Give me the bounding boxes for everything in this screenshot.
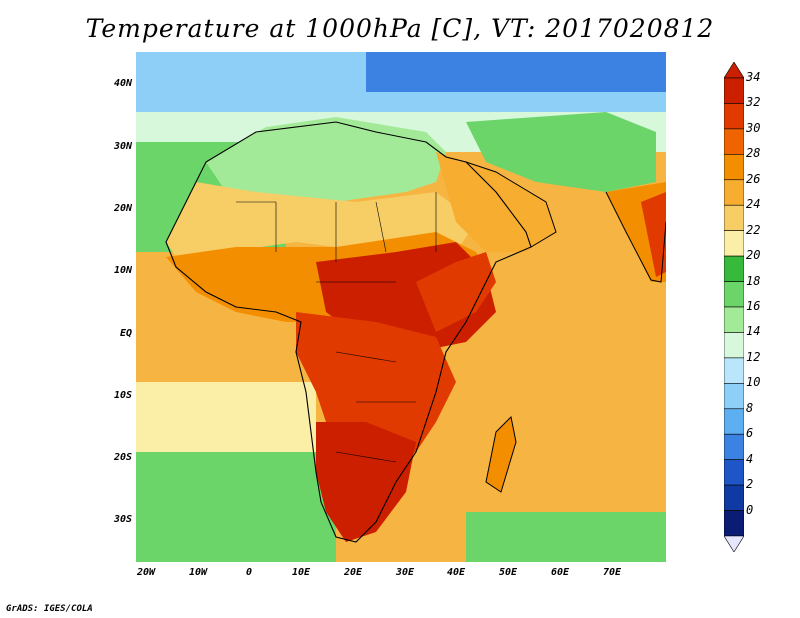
colorbar-segment [723, 281, 745, 308]
colorbar-segment [723, 383, 745, 410]
colorbar-label: 24 [746, 197, 761, 212]
colorbar-segment [723, 433, 745, 460]
colorbar-segment [723, 484, 745, 511]
colorbar-segment [723, 408, 745, 435]
colorbar-segment [723, 510, 745, 537]
middle-east-green [466, 112, 656, 192]
colorbar-segment [723, 154, 745, 181]
colorbar-label: 4 [746, 451, 754, 466]
lon-label: 30E [395, 567, 415, 578]
colorbar-label: 6 [746, 426, 754, 441]
lon-label: 50E [498, 567, 518, 578]
colorbar-label: 20 [746, 248, 761, 263]
colorbar-label: 32 [746, 95, 761, 110]
colorbar-label: 28 [746, 146, 761, 161]
southern-africa-hot [316, 422, 416, 542]
africa-coastline [165, 121, 532, 543]
country-borders [236, 192, 437, 463]
lon-label: 0 [245, 567, 253, 578]
lat-label: EQ [119, 328, 132, 339]
lon-label: 10W [188, 567, 208, 578]
colorbar-label: 30 [746, 120, 761, 135]
lon-label: 40E [446, 567, 466, 578]
colorbar-label: 0 [746, 502, 754, 517]
colorbar-segment [723, 459, 745, 486]
india-hot [641, 192, 666, 277]
colorbar-segment [723, 306, 745, 333]
colorbar-label: 22 [746, 222, 761, 237]
arabia-warm [436, 152, 556, 252]
colorbar-top-arrow [723, 61, 745, 79]
colorbar-label: 34 [746, 70, 761, 84]
colorbar-segment [723, 204, 745, 231]
madagascar [486, 417, 516, 492]
colorbar-label: 14 [746, 324, 761, 339]
colorbar-label: 26 [746, 171, 761, 186]
colorbar-segment [723, 103, 745, 130]
temperature-map [136, 52, 667, 562]
colorbar-label: 18 [746, 273, 761, 288]
lon-label: 20E [343, 567, 363, 578]
colorbar [723, 61, 745, 553]
map-title: Temperature at 1000hPa [C], VT: 20170208… [85, 14, 715, 43]
colorbar-bottom-arrow [723, 535, 745, 553]
colorbar-segment [723, 230, 745, 257]
lat-label: 10S [113, 390, 132, 401]
madagascar-coastline [485, 415, 517, 493]
colorbar-label: 16 [746, 299, 761, 313]
colorbar-label: 12 [746, 349, 761, 364]
colorbar-label: 8 [746, 400, 754, 415]
lat-label: 20N [113, 203, 132, 214]
colorbar-segment [723, 179, 745, 206]
lon-label: 10E [291, 567, 311, 578]
colorbar-segment [723, 255, 745, 282]
colorbar-segment [723, 77, 745, 104]
southern-ocean-green [466, 512, 666, 562]
horn-of-africa-hot [416, 252, 496, 332]
lat-label: 10N [113, 265, 132, 276]
north-east-cold-band [366, 52, 666, 92]
map-panel [136, 52, 667, 562]
north-africa-green [206, 117, 446, 202]
colorbar-label: 10 [746, 375, 761, 390]
lat-label: 40N [113, 78, 132, 89]
lon-label: 20W [136, 567, 156, 578]
colorbar-label: 2 [746, 477, 754, 492]
colorbar-segment [723, 357, 745, 384]
india-coastline [605, 191, 667, 283]
arabia-coastline [465, 161, 557, 248]
lon-label: 70E [602, 567, 622, 578]
lat-label: 30S [113, 514, 132, 525]
colorbar-segment [723, 332, 745, 359]
lat-label: 30N [113, 141, 132, 152]
colorbar-graphic [723, 61, 745, 553]
colorbar-segment [723, 128, 745, 155]
credit-text: GrADS: IGES/COLA [6, 604, 93, 614]
lat-label: 20S [113, 452, 132, 463]
lon-label: 60E [550, 567, 570, 578]
south-atlantic-green [136, 452, 336, 562]
